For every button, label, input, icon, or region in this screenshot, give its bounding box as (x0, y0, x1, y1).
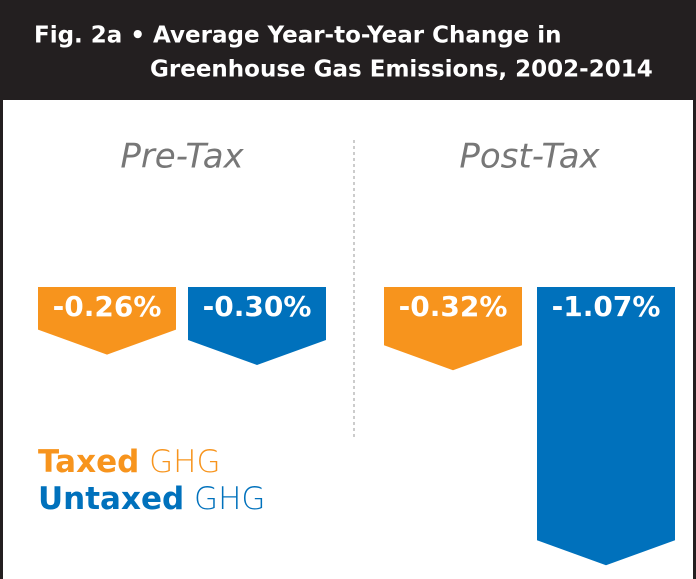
header (0, 0, 696, 100)
bar (38, 287, 176, 355)
chart-title: Greenhouse Gas Emissions, 2002-2014 (150, 57, 653, 83)
bar (537, 287, 675, 566)
legend-rest: GHG (184, 481, 265, 517)
bar (188, 287, 326, 365)
legend-key: Untaxed (38, 481, 184, 517)
group-label: Post-Tax (459, 137, 600, 177)
value-label: -0.32% (399, 290, 508, 323)
bar (384, 287, 522, 371)
value-label: -0.26% (53, 290, 162, 323)
value-label: -0.30% (203, 290, 312, 323)
value-label: -1.07% (552, 290, 661, 323)
legend-key: Taxed (38, 444, 139, 480)
legend-rest: GHG (139, 444, 220, 480)
legend-entry: Taxed GHG (38, 444, 221, 480)
legend-entry: Untaxed GHG (38, 481, 265, 517)
chart-title: Fig. 2a • Average Year-to-Year Change in (34, 23, 562, 49)
group-label: Pre-Tax (120, 137, 244, 177)
